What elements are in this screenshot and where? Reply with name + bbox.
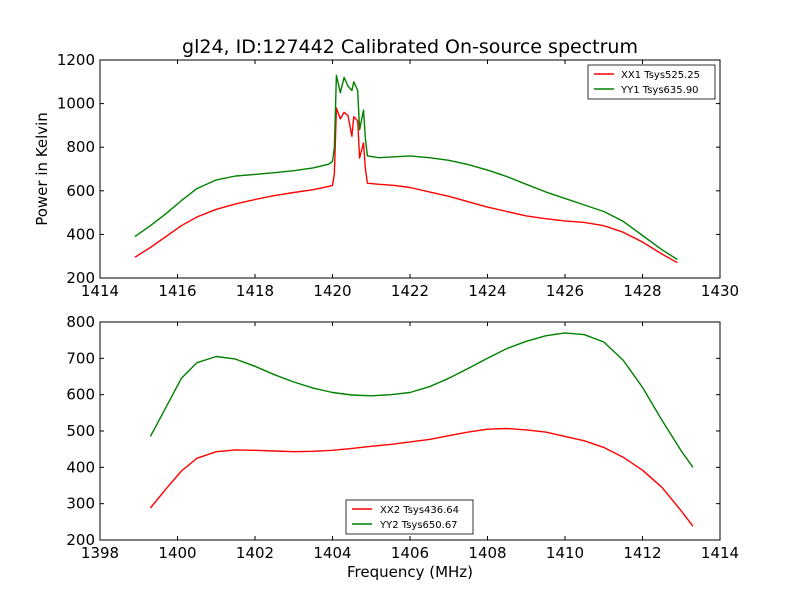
y-tick-label: 1200 xyxy=(57,51,95,69)
x-axis-title: Frequency (MHz) xyxy=(347,563,473,581)
top-axis-ticks: 1414 1416 1418 1420 1422 1424 1426 1428 1430 200 4… xyxy=(57,51,739,300)
x-tick-label: 1418 xyxy=(236,282,274,300)
x-tick-label: 1422 xyxy=(391,282,429,300)
y-tick-label: 500 xyxy=(66,422,95,440)
x-tick-label: 1412 xyxy=(623,544,661,562)
x-tick-label: 1406 xyxy=(391,544,429,562)
legend-label-yy1: YY1 Tsys635.90 xyxy=(620,85,699,96)
bottom-legend: XX2 Tsys436.64 YY2 Tsys650.67 xyxy=(345,499,474,535)
bottom-axis-ticks: 1398 1400 1402 1404 1406 1408 1410 1412 1414 200 3… xyxy=(66,313,739,562)
legend-label-xx2: XX2 Tsys436.64 xyxy=(380,505,459,516)
y-tick-label: 400 xyxy=(66,225,95,243)
chart-title: gl24, ID:127442 Calibrated On-source spe… xyxy=(182,36,638,58)
x-tick-label: 1400 xyxy=(158,544,196,562)
x-tick-label: 1408 xyxy=(468,544,506,562)
series-line-2-yy2 xyxy=(149,332,694,468)
y-tick-label: 200 xyxy=(66,269,95,287)
y-tick-label: 600 xyxy=(66,182,95,200)
legend-label-xx1: XX1 Tsys525.25 xyxy=(621,70,700,81)
top-plot-area xyxy=(134,74,678,264)
x-tick-label: 1426 xyxy=(546,282,584,300)
x-tick-label: 1410 xyxy=(546,544,584,562)
x-tick-label: 1428 xyxy=(623,282,661,300)
x-tick-label: 1430 xyxy=(701,282,739,300)
x-tick-label: 1398 xyxy=(81,544,119,562)
bottom-plot-area xyxy=(149,332,694,527)
legend-label-yy2: YY2 Tsys650.67 xyxy=(379,520,458,531)
y-tick-label: 700 xyxy=(66,349,95,367)
x-tick-label: 1424 xyxy=(468,282,506,300)
x-tick-label: 1414 xyxy=(81,282,119,300)
y-tick-label: 300 xyxy=(66,495,95,513)
x-tick-label: 1416 xyxy=(158,282,196,300)
bottom-legend-box xyxy=(345,499,474,535)
x-tick-label: 1420 xyxy=(313,282,351,300)
x-tick-label: 1402 xyxy=(236,544,274,562)
x-tick-label: 1414 xyxy=(701,544,739,562)
y-axis-title: Power in Kelvin xyxy=(33,112,51,226)
y-tick-label: 400 xyxy=(66,458,95,476)
series-line-1-xx1 xyxy=(134,107,678,264)
series-line-1-yy1 xyxy=(134,74,678,261)
y-tick-label: 600 xyxy=(66,386,95,404)
y-tick-label: 800 xyxy=(66,138,95,156)
y-tick-label: 800 xyxy=(66,313,95,331)
x-tick-label: 1404 xyxy=(313,544,351,562)
top-legend-box xyxy=(587,64,716,100)
y-tick-label: 200 xyxy=(66,531,95,549)
series-line-2-xx2 xyxy=(149,427,694,527)
y-tick-label: 1000 xyxy=(57,95,95,113)
top-legend: XX1 Tsys525.25 YY1 Tsys635.90 xyxy=(587,64,716,100)
